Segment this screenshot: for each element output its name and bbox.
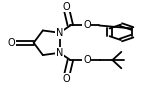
Text: O: O bbox=[83, 20, 91, 30]
Text: N: N bbox=[56, 28, 63, 38]
Text: O: O bbox=[83, 55, 91, 65]
Text: N: N bbox=[56, 48, 63, 58]
Text: O: O bbox=[62, 2, 70, 12]
Text: O: O bbox=[62, 74, 70, 84]
Text: O: O bbox=[8, 38, 16, 48]
